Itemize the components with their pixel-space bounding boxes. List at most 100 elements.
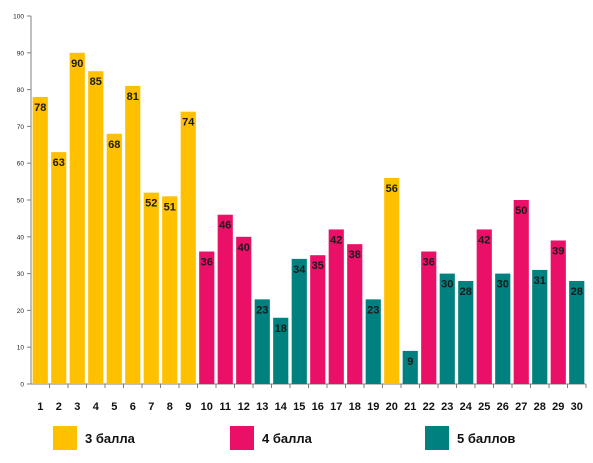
bar [291, 258, 307, 384]
x-tick-label: 4 [93, 401, 100, 413]
data-label: 50 [515, 205, 527, 217]
bar [199, 251, 215, 384]
bar [495, 273, 511, 384]
bar [384, 177, 400, 384]
data-label: 78 [34, 102, 46, 114]
data-label: 85 [90, 76, 102, 88]
x-tick-label: 18 [349, 401, 361, 413]
bar [550, 240, 566, 384]
y-tick-label: 30 [17, 271, 25, 278]
x-tick-label: 21 [404, 401, 416, 413]
data-label: 36 [201, 257, 213, 269]
bar [439, 273, 455, 384]
legend-swatch-3 [53, 426, 77, 450]
legend-item-3: 3 балла [53, 425, 135, 451]
bar [513, 200, 529, 384]
data-label: 68 [108, 139, 120, 151]
y-tick-label: 90 [17, 50, 25, 57]
x-tick-label: 23 [441, 401, 453, 413]
data-label: 31 [534, 275, 546, 287]
legend-label-5: 5 баллов [457, 430, 516, 446]
data-label: 9 [407, 356, 413, 368]
legend-swatch-5 [425, 426, 449, 450]
data-label: 42 [478, 234, 490, 246]
data-label: 30 [441, 279, 453, 291]
data-label: 52 [145, 198, 157, 210]
x-tick-label: 13 [256, 401, 268, 413]
x-tick-label: 30 [571, 401, 583, 413]
x-tick-label: 24 [460, 401, 473, 413]
y-tick-label: 0 [20, 382, 24, 389]
y-tick-label: 80 [17, 87, 25, 94]
x-tick-label: 15 [293, 401, 305, 413]
x-tick-label: 1 [37, 401, 43, 413]
x-tick-label: 5 [111, 401, 117, 413]
data-label: 74 [182, 117, 195, 129]
legend-label-3: 3 балла [85, 430, 135, 446]
x-tick-label: 7 [148, 401, 154, 413]
bar [125, 85, 141, 385]
legend: 3 балла 4 балла 5 баллов [0, 425, 593, 455]
data-label: 36 [423, 257, 435, 269]
data-label: 38 [349, 249, 361, 261]
bar [476, 229, 492, 384]
y-tick-label: 70 [17, 124, 25, 131]
data-label: 39 [552, 245, 564, 257]
y-tick-label: 10 [17, 345, 25, 352]
x-tick-label: 9 [185, 401, 191, 413]
bar [328, 229, 344, 384]
x-tick-label: 20 [386, 401, 398, 413]
data-label: 51 [164, 201, 176, 213]
x-tick-label: 22 [423, 401, 435, 413]
data-label: 56 [386, 183, 398, 195]
data-label: 35 [312, 260, 324, 272]
legend-item-5: 5 баллов [425, 425, 515, 451]
bar [69, 52, 85, 385]
x-tick-label: 8 [167, 401, 173, 413]
bar [347, 244, 363, 384]
x-tick-label: 27 [515, 401, 527, 413]
bar [217, 214, 233, 384]
bar [32, 96, 48, 385]
bar [106, 133, 122, 384]
x-tick-label: 25 [478, 401, 490, 413]
y-tick-label: 20 [17, 308, 25, 315]
data-label: 30 [497, 279, 509, 291]
data-label: 23 [256, 304, 268, 316]
legend-swatch-4 [230, 426, 254, 450]
x-tick-label: 19 [367, 401, 379, 413]
x-tick-label: 12 [238, 401, 250, 413]
data-label: 34 [293, 264, 306, 276]
data-label: 63 [53, 157, 65, 169]
data-label: 90 [71, 58, 83, 70]
y-tick-label: 60 [17, 161, 25, 168]
y-tick-label: 100 [13, 14, 24, 21]
bar [402, 350, 418, 384]
data-label: 18 [275, 323, 287, 335]
bar [310, 255, 326, 384]
x-tick-label: 3 [74, 401, 80, 413]
data-label: 28 [571, 286, 583, 298]
x-tick-label: 6 [130, 401, 136, 413]
x-tick-label: 14 [275, 401, 288, 413]
x-tick-label: 11 [219, 401, 231, 413]
bar [254, 299, 270, 384]
bar [236, 236, 252, 384]
data-label: 46 [219, 220, 231, 232]
x-tick-label: 2 [56, 401, 62, 413]
data-label: 23 [367, 304, 379, 316]
bar [273, 317, 289, 384]
x-tick-label: 26 [497, 401, 509, 413]
x-tick-label: 10 [201, 401, 213, 413]
x-tick-label: 28 [534, 401, 546, 413]
bar [365, 299, 381, 384]
data-label: 28 [460, 286, 472, 298]
y-tick-label: 40 [17, 234, 25, 241]
legend-label-4: 4 балла [262, 430, 312, 446]
bar [421, 251, 437, 384]
legend-item-4: 4 балла [230, 425, 312, 451]
bar [458, 280, 474, 384]
bar [51, 152, 67, 384]
